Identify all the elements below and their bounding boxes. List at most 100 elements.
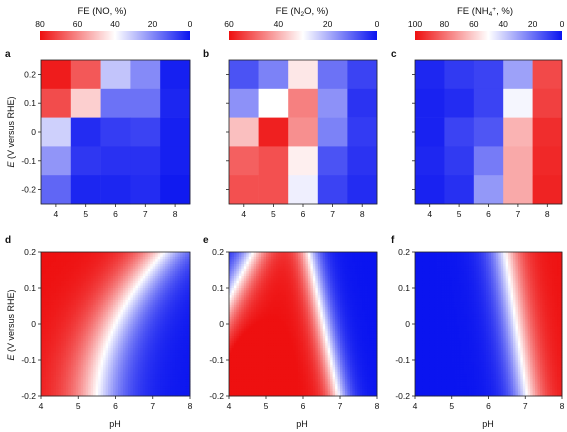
contour-cell [147, 271, 151, 274]
contour-cell [285, 285, 289, 289]
contour-cell [152, 388, 156, 392]
contour-cell [170, 278, 174, 282]
contour-cell [187, 280, 191, 284]
contour-cell [185, 333, 188, 337]
contour-cell [122, 338, 126, 342]
contour-cell [115, 331, 119, 334]
heatmap-cell [160, 88, 191, 118]
contour-cell [41, 324, 44, 327]
contour-cell [130, 316, 134, 320]
contour-cell [120, 256, 124, 260]
contour-cell [315, 256, 319, 260]
contour-cell [93, 388, 97, 392]
contour-cell [85, 307, 89, 310]
contour-cell [83, 372, 87, 375]
contour-cell [95, 333, 99, 337]
contour-cell [342, 264, 346, 267]
contour-cell [147, 297, 151, 301]
contour-cell [137, 302, 141, 306]
contour-cell [70, 345, 74, 349]
contour-cell [105, 300, 109, 303]
contour-cell [135, 338, 139, 342]
contour-cell [340, 266, 343, 270]
contour-cell [55, 393, 59, 397]
contour-cell [352, 276, 356, 279]
contour-cell [357, 259, 361, 262]
contour-cell [98, 369, 101, 373]
contour-cell [172, 369, 176, 373]
contour-cell [43, 297, 47, 301]
contour-cell [50, 259, 54, 262]
contour-cell [70, 259, 74, 262]
contour-cell [130, 283, 134, 286]
contour-cell [73, 372, 77, 375]
contour-cell [45, 357, 49, 361]
contour-cell [170, 307, 174, 310]
contour-cell [140, 367, 144, 370]
contour-cell [80, 290, 84, 294]
contour-cell [300, 292, 304, 296]
contour-cell [177, 326, 181, 330]
heatmap-cell [258, 60, 289, 90]
contour-cell [140, 379, 144, 382]
contour-cell [278, 261, 282, 265]
contour-cell [43, 376, 47, 380]
contour-cell [177, 259, 181, 262]
contour-cell [177, 386, 181, 390]
contour-cell [90, 343, 94, 346]
contour-cell [108, 328, 111, 332]
contour-cell [108, 259, 111, 262]
contour-cell [60, 271, 64, 274]
contour-cell [108, 364, 111, 368]
x-tick-label: 6 [113, 401, 118, 411]
contour-cell [182, 264, 186, 267]
contour-cell [167, 273, 171, 277]
contour-cell [98, 295, 101, 298]
contour-cell [88, 326, 92, 330]
contour-cell [229, 256, 232, 260]
contour-cell [65, 288, 69, 291]
contour-cell [261, 256, 264, 260]
contour-cell [130, 352, 134, 356]
contour-cell [180, 316, 183, 320]
contour-cell [135, 364, 139, 368]
contour-cell [53, 252, 57, 255]
contour-cell [275, 288, 279, 291]
contour-cell [43, 321, 47, 325]
contour-cell [132, 386, 136, 390]
contour-cell [177, 300, 181, 303]
contour-cell [300, 264, 304, 267]
contour-cell [132, 280, 136, 284]
contour-cell [103, 309, 106, 313]
contour-cell [147, 273, 151, 277]
contour-cell [103, 328, 106, 332]
contour-cell [113, 348, 116, 351]
contour-cell [278, 292, 282, 296]
contour-cell [132, 273, 136, 277]
contour-cell [177, 360, 181, 363]
contour-cell [147, 362, 151, 366]
contour-cell [172, 376, 176, 380]
contour-cell [85, 376, 89, 380]
contour-cell [315, 280, 319, 284]
contour-cell [50, 336, 54, 339]
contour-cell [68, 295, 72, 298]
contour-cell [293, 278, 296, 282]
contour-cell [187, 304, 191, 308]
contour-cell [83, 386, 87, 390]
contour-cell [78, 276, 82, 279]
contour-cell [137, 340, 141, 344]
contour-cell [317, 288, 321, 291]
contour-cell [175, 252, 178, 255]
contour-cell [88, 278, 92, 282]
contour-cell [145, 360, 149, 363]
contour-cell [187, 393, 191, 397]
contour-cell [182, 256, 186, 260]
contour-cell [125, 280, 129, 284]
contour-cell [41, 283, 44, 286]
contour-cell [290, 278, 294, 282]
contour-cell [115, 350, 119, 354]
contour-cell [108, 256, 111, 260]
contour-cell [43, 316, 47, 320]
contour-cell [43, 340, 47, 344]
